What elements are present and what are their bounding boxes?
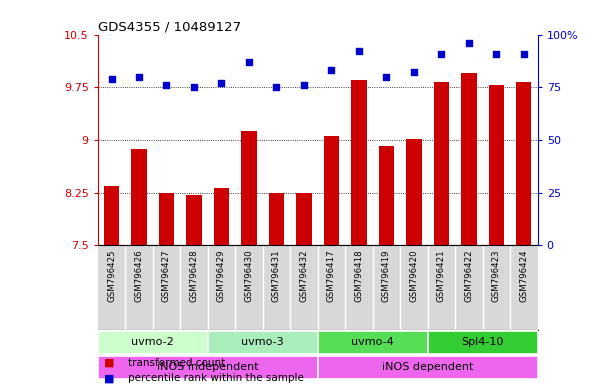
Text: percentile rank within the sample: percentile rank within the sample — [128, 373, 304, 383]
Bar — [186, 195, 202, 245]
Text: GSM796425: GSM796425 — [107, 250, 116, 302]
Point — [134, 74, 144, 80]
Text: GSM796418: GSM796418 — [354, 250, 364, 302]
Text: iNOS independent: iNOS independent — [157, 362, 258, 372]
Text: GSM796421: GSM796421 — [437, 250, 446, 302]
Text: GSM796423: GSM796423 — [492, 250, 501, 302]
Text: Spl4-10: Spl4-10 — [461, 337, 504, 347]
Text: ■: ■ — [104, 358, 114, 368]
Bar — [296, 193, 312, 245]
Text: GDS4355 / 10489127: GDS4355 / 10489127 — [98, 20, 241, 33]
Point — [354, 48, 364, 55]
Bar — [98, 331, 208, 354]
Bar — [98, 356, 318, 379]
Bar — [516, 82, 532, 245]
Point — [519, 50, 529, 56]
Text: uvmo-4: uvmo-4 — [351, 337, 394, 347]
Text: GSM796417: GSM796417 — [327, 250, 336, 302]
Bar — [269, 193, 284, 245]
Text: GSM796420: GSM796420 — [409, 250, 419, 302]
Point — [217, 80, 227, 86]
Point — [436, 50, 446, 56]
Point — [299, 82, 309, 88]
Text: GSM796430: GSM796430 — [244, 250, 254, 302]
Bar — [241, 131, 257, 245]
Text: GSM796432: GSM796432 — [299, 250, 309, 302]
Bar — [351, 80, 367, 245]
Point — [326, 67, 336, 73]
Bar — [208, 331, 318, 354]
Bar — [214, 188, 229, 245]
Text: transformed count: transformed count — [128, 358, 225, 368]
Bar — [428, 331, 538, 354]
Text: GSM796419: GSM796419 — [382, 250, 391, 302]
Bar — [406, 139, 422, 245]
Point — [161, 82, 171, 88]
Text: uvmo-2: uvmo-2 — [131, 337, 174, 347]
Point — [107, 76, 117, 82]
Point — [464, 40, 474, 46]
Bar — [324, 136, 339, 245]
Bar — [318, 356, 538, 379]
Bar — [104, 185, 119, 245]
Text: ■: ■ — [104, 373, 114, 383]
Text: GSM796426: GSM796426 — [134, 250, 144, 302]
Text: GSM796428: GSM796428 — [189, 250, 199, 302]
Point — [271, 84, 281, 90]
Bar — [379, 146, 394, 245]
Bar — [159, 193, 174, 245]
Bar — [434, 82, 449, 245]
Bar — [131, 149, 147, 245]
Text: GSM796427: GSM796427 — [162, 250, 171, 302]
Text: GSM796424: GSM796424 — [519, 250, 529, 302]
Point — [409, 70, 419, 76]
Text: GSM796422: GSM796422 — [464, 250, 474, 302]
Text: GSM796429: GSM796429 — [217, 250, 226, 302]
Bar — [318, 331, 428, 354]
Bar — [489, 85, 504, 245]
Bar — [461, 73, 477, 245]
Text: uvmo-3: uvmo-3 — [241, 337, 284, 347]
Text: GSM796431: GSM796431 — [272, 250, 281, 302]
Text: iNOS dependent: iNOS dependent — [382, 362, 474, 372]
Point — [244, 59, 254, 65]
Point — [491, 50, 501, 56]
Point — [189, 84, 199, 90]
Point — [381, 74, 391, 80]
